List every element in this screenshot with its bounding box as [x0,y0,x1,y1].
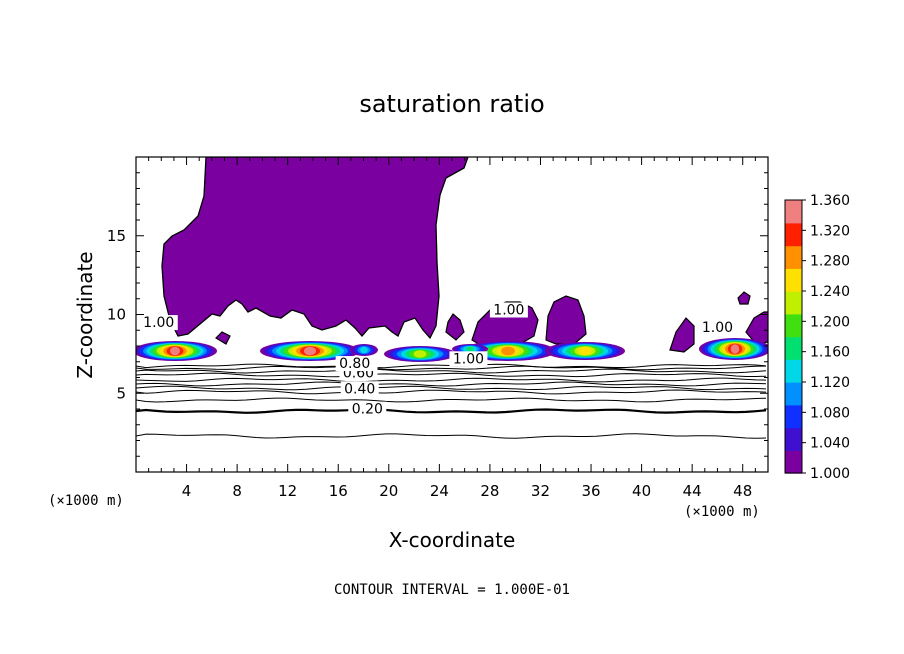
x-tick-label: 4 [182,482,192,500]
saturation-band [170,346,180,356]
contour-label: 1.00 [493,303,524,319]
supersaturated-region [545,295,587,345]
saturation-band [413,350,427,358]
colorbar-label: 1.360 [810,193,850,209]
contour-label-bg [449,351,488,367]
x-tick-label: 24 [430,482,449,500]
contour-label: 0.20 [352,402,383,418]
colorbar-swatch [785,222,802,247]
saturation-band [578,346,592,356]
x-unit-label: (×1000 m) [684,504,760,520]
contour-line [136,365,767,371]
colorbar-frame [784,199,803,474]
saturation-band [304,346,316,356]
x-tick-label: 48 [733,482,752,500]
x-tick-label: 40 [632,482,651,500]
contour-interval-note: CONTOUR INTERVAL = 1.000E-01 [334,582,570,598]
colorbar-label: 1.240 [810,284,850,300]
contour-line [136,397,767,403]
colorbar: 1.360 1.320 1.280 1.240 1.200 1.160 1.120 1.080… [784,193,850,482]
x-tick-label: 36 [581,482,600,500]
contour-label: 0.40 [344,381,375,397]
colorbar-swatch [785,313,802,338]
colorbar-swatch [785,200,802,224]
contour-label-bg [340,381,379,397]
colorbar-swatch [785,359,802,383]
x-tick-label: 12 [278,482,297,500]
contour-line [136,368,767,374]
colorbar-label: 1.040 [810,436,850,452]
contour-line [136,408,767,414]
y-tick-label: 10 [107,306,126,324]
saturation-band [465,346,475,352]
colorbar-label: 1.160 [810,345,850,361]
y-unit-label: (×1000 m) [48,493,124,509]
supersaturated-region [215,331,231,345]
contour-label-bg [335,356,374,372]
colorbar-swatch [785,404,802,429]
x-tick-label: 32 [531,482,550,500]
colorbar-swatch [785,245,802,269]
x-tick-label: 20 [379,482,398,500]
contour-label-bg [139,315,178,331]
contour-label-bg [489,302,528,318]
colorbar-swatch [785,291,802,315]
x-tick-label: 16 [329,482,348,500]
y-tick-label: 15 [107,227,126,245]
colorbar-swatch [785,336,802,360]
supersaturated-region [669,317,695,353]
plot-area: 0.200.400.600.801.001.001.001.004 8 12 16 20… [107,156,769,500]
colorbar-swatch [785,427,802,451]
plot-content: 0.200.400.600.801.001.001.001.00 [136,157,768,439]
contour-label: 1.00 [453,351,484,367]
contour-line [136,385,767,391]
supersaturated-region [737,291,751,305]
contour-line [136,433,767,439]
colorbar-swatch [785,450,802,474]
supersaturated-region [161,157,469,340]
saturation-band [360,346,368,354]
x-tick-label: 44 [683,482,702,500]
colorbar-swatch [785,268,802,292]
y-axis-label: Z-coordinate [73,251,97,378]
contour-label: 1.00 [702,320,733,336]
saturation-band [501,346,515,356]
contour-label: 1.00 [143,315,174,331]
contour-label-bg [348,401,387,417]
colorbar-label: 1.320 [810,223,850,239]
colorbar-label: 1.280 [810,254,850,270]
contour-label-bg [698,319,737,335]
colorbar-label: 1.120 [810,375,850,391]
colorbar-label: 1.200 [810,314,850,330]
y-tick-label: 5 [116,384,126,402]
colorbar-label: 1.080 [810,405,850,421]
contour-line [136,372,767,378]
x-tick-label: 28 [480,482,499,500]
colorbar-swatch [785,382,802,406]
contour-line [136,377,767,383]
colorbar-label: 1.000 [810,466,850,482]
saturation-band [730,344,740,354]
contour-line [136,389,767,395]
x-tick-label: 8 [232,482,242,500]
supersaturated-region [445,313,465,341]
x-axis-label: X-coordinate [389,528,516,552]
chart-title: saturation ratio [359,90,544,118]
contour-label: 0.80 [339,356,370,372]
contour-line [136,381,767,387]
